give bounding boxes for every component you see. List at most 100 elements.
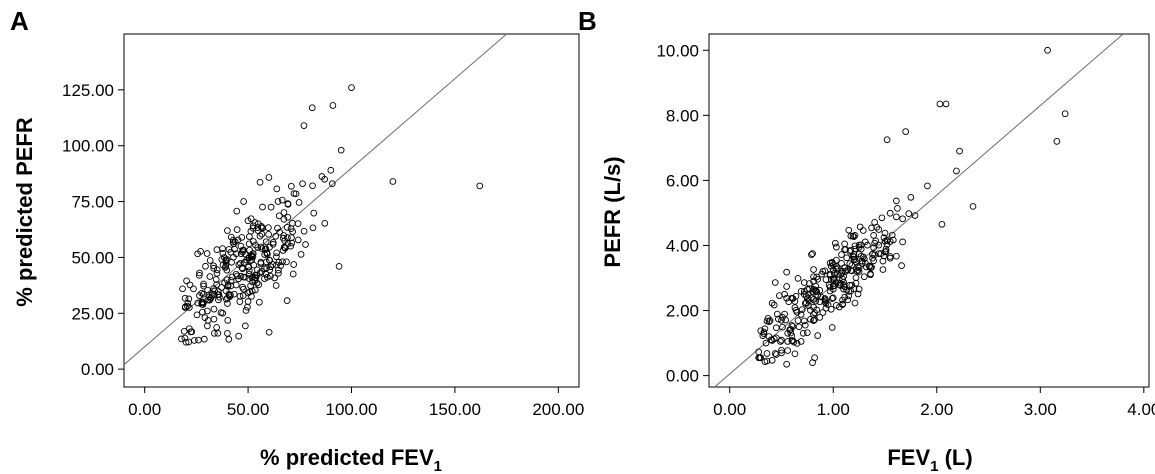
data-point	[953, 167, 960, 175]
data-point	[294, 220, 302, 227]
data-point	[881, 237, 889, 245]
data-point	[232, 270, 240, 278]
data-point	[224, 227, 231, 234]
data-point	[847, 247, 855, 254]
data-point	[273, 185, 281, 193]
data-point	[335, 263, 343, 270]
data-point	[236, 292, 244, 300]
data-point	[206, 293, 213, 301]
data-point	[846, 260, 854, 268]
data-point	[899, 238, 906, 246]
data-point	[272, 282, 280, 289]
data-point	[893, 197, 900, 205]
x-tick-label: 50.00	[227, 400, 270, 419]
data-point	[905, 210, 913, 217]
panel-a-label: A	[10, 6, 29, 36]
data-point	[235, 261, 243, 269]
data-point	[271, 274, 278, 282]
data-point	[878, 214, 886, 222]
data-point	[772, 324, 780, 332]
data-point	[240, 273, 247, 281]
data-point	[783, 283, 790, 290]
data-point	[841, 240, 848, 248]
data-point	[337, 146, 345, 154]
data-point	[275, 212, 283, 220]
data-point	[275, 269, 282, 277]
data-point	[800, 317, 808, 325]
data-point	[258, 268, 265, 275]
data-point	[258, 230, 266, 238]
data-point	[857, 245, 865, 253]
y-tick-label: 6.00	[666, 171, 699, 190]
data-point	[237, 250, 245, 258]
data-point	[244, 303, 251, 311]
x-tick-label: 100.00	[326, 400, 378, 419]
data-point	[942, 100, 950, 108]
data-point	[816, 314, 824, 321]
data-point	[854, 290, 862, 298]
data-point	[280, 209, 288, 216]
data-point	[852, 274, 860, 282]
data-point	[969, 203, 977, 210]
data-point	[236, 298, 244, 305]
data-point	[847, 267, 855, 274]
data-point	[309, 182, 316, 190]
data-point	[292, 190, 300, 198]
panel-b-label: B	[578, 6, 597, 36]
x-tick-label: 0.00	[713, 400, 746, 419]
data-point	[261, 245, 269, 253]
data-point	[186, 281, 194, 289]
data-point	[214, 291, 222, 299]
data-point	[777, 338, 784, 345]
data-point	[791, 350, 799, 358]
panel-b: B 0.00 1.00 2.00 3.00 4.00 0.00 2.00 4.00 6.00 8.…	[578, 6, 1155, 474]
data-point	[902, 128, 910, 135]
data-point	[261, 275, 268, 282]
data-point	[827, 275, 835, 283]
data-point	[938, 220, 946, 228]
data-point	[832, 301, 840, 309]
data-point	[255, 298, 263, 306]
data-point	[284, 200, 292, 207]
data-point	[193, 311, 201, 319]
data-point	[879, 266, 887, 273]
panel-b-points	[755, 46, 1069, 368]
data-point	[242, 307, 250, 314]
data-point	[808, 251, 815, 258]
data-point	[772, 351, 780, 358]
data-point	[814, 291, 822, 299]
data-point	[858, 257, 866, 265]
data-point	[190, 285, 197, 293]
data-point	[827, 305, 835, 313]
data-point	[776, 292, 783, 299]
data-point	[181, 294, 189, 302]
data-point	[898, 262, 905, 269]
y-tick-label: 0.00	[81, 360, 114, 379]
data-point	[870, 244, 877, 252]
data-point	[907, 193, 915, 201]
data-point	[200, 335, 208, 343]
data-point	[795, 323, 803, 331]
data-point	[225, 335, 233, 343]
data-point	[265, 256, 273, 264]
data-point	[886, 253, 894, 260]
data-point	[790, 338, 798, 346]
data-point	[262, 238, 270, 246]
data-point	[834, 264, 841, 272]
data-point	[329, 102, 337, 109]
data-point	[252, 241, 259, 249]
data-point	[766, 317, 774, 324]
y-tick-label: 75.00	[71, 193, 114, 212]
data-point	[204, 322, 211, 330]
data-point	[256, 232, 264, 240]
data-point	[182, 338, 190, 346]
data-point	[761, 325, 769, 333]
data-point	[290, 261, 298, 268]
data-point	[894, 205, 901, 212]
data-point	[235, 332, 243, 340]
y-tick-label: 8.00	[666, 106, 699, 125]
data-point	[843, 254, 851, 262]
data-point	[831, 239, 839, 247]
data-point	[248, 274, 256, 281]
data-point	[223, 256, 231, 263]
